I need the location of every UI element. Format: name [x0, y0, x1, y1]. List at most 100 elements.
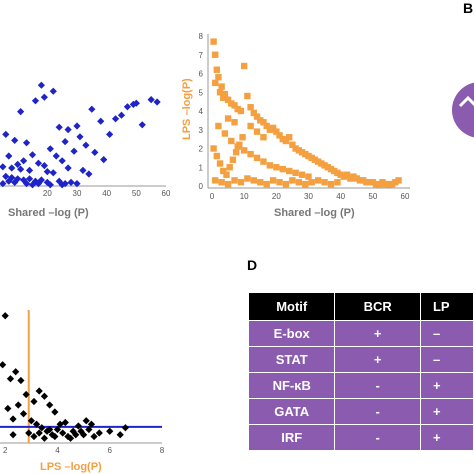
data-point	[232, 149, 240, 156]
y-tick-label: 5	[199, 88, 204, 97]
data-point	[318, 160, 325, 167]
data-point	[231, 102, 238, 109]
data-point	[388, 180, 396, 188]
y-tick-label: 7	[199, 51, 204, 60]
data-point	[87, 420, 96, 428]
x-axis-label: LPS –log(P)	[40, 461, 102, 473]
data-point	[302, 180, 309, 188]
data-point	[231, 119, 238, 126]
x-tick-label: 40	[336, 192, 345, 201]
table-row: STAT + –	[247, 346, 474, 373]
data-point	[64, 126, 72, 134]
data-point	[231, 177, 238, 184]
data-point	[35, 429, 43, 437]
data-point	[366, 179, 373, 186]
data-point	[356, 177, 364, 184]
cell-motif: GATA	[247, 398, 336, 425]
cell-motif: E-box	[247, 320, 336, 347]
data-point	[8, 164, 16, 172]
data-point	[340, 173, 348, 180]
data-point	[212, 51, 219, 58]
x-tick-label: 30	[304, 192, 313, 201]
data-point	[260, 158, 267, 165]
data-point	[327, 180, 335, 188]
data-point	[350, 173, 357, 180]
data-point	[215, 122, 222, 130]
data-point	[273, 164, 280, 171]
x-tick-label: 20	[43, 189, 52, 198]
data-point	[34, 159, 43, 167]
data-point	[212, 177, 219, 184]
data-point	[9, 415, 17, 423]
data-point	[314, 177, 322, 184]
data-point	[244, 92, 251, 100]
x-tick-label: 20	[272, 192, 281, 201]
panel-label-d: D	[247, 257, 257, 273]
data-point	[0, 180, 7, 188]
data-point	[308, 154, 315, 162]
data-point	[273, 128, 280, 135]
data-point	[321, 179, 328, 186]
x-tick-label: 60	[401, 192, 410, 201]
data-point	[218, 179, 225, 186]
data-point	[28, 151, 37, 159]
data-point	[240, 147, 248, 154]
data-point	[77, 427, 85, 435]
table-row: IRF - +	[247, 424, 474, 451]
data-point	[123, 103, 132, 111]
y-tick-label: 8	[199, 32, 204, 41]
data-point	[395, 177, 402, 184]
data-point	[35, 387, 43, 395]
data-point	[117, 111, 126, 119]
data-point	[224, 115, 232, 122]
table-row: E-box + –	[247, 320, 474, 347]
cell-motif: NF-κB	[247, 372, 336, 399]
data-point	[31, 97, 40, 105]
table-header-row: Motif BCR LP	[247, 292, 474, 321]
cell-motif: STAT	[247, 346, 336, 373]
data-point	[347, 175, 354, 182]
data-point	[257, 117, 264, 124]
data-point	[58, 181, 66, 189]
data-point	[266, 126, 274, 133]
data-point	[237, 107, 245, 115]
data-point	[305, 173, 312, 180]
panel-label-b: B	[463, 0, 473, 16]
data-point	[234, 105, 241, 113]
data-point	[43, 168, 51, 176]
data-point	[22, 139, 31, 147]
data-point	[250, 109, 258, 117]
data-point	[286, 134, 293, 141]
data-point	[216, 89, 224, 96]
data-point	[331, 167, 338, 175]
y-tick-label: 4	[199, 107, 204, 116]
data-point	[97, 117, 105, 125]
data-point	[260, 134, 267, 141]
data-point	[37, 81, 45, 89]
data-point	[220, 167, 227, 175]
data-point	[55, 123, 63, 131]
data-point	[53, 425, 62, 434]
data-point	[22, 180, 31, 188]
data-point	[51, 408, 59, 416]
data-point	[298, 149, 306, 156]
data-point	[229, 156, 237, 163]
data-point	[244, 175, 251, 182]
data-point	[253, 113, 261, 120]
data-point	[337, 171, 344, 178]
data-point	[5, 177, 13, 185]
data-point	[247, 150, 254, 158]
motif-table: Motif BCR LP E-box + – STAT + – NF-κB - …	[247, 292, 474, 451]
data-point	[224, 96, 232, 103]
data-point	[276, 132, 283, 139]
data-point	[224, 180, 232, 188]
diagram-circle	[452, 82, 474, 138]
data-point	[385, 180, 393, 188]
data-point	[263, 122, 270, 130]
data-point	[116, 431, 124, 439]
data-point	[17, 165, 25, 173]
data-point	[61, 138, 69, 146]
cell-bcr: -	[334, 424, 421, 451]
data-point	[218, 83, 225, 90]
x-tick-label: 6	[108, 446, 113, 455]
